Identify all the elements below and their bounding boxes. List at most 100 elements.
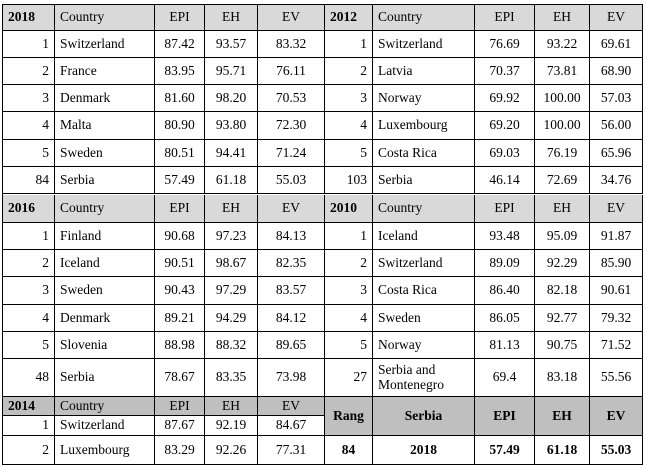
table-cell: 1 — [3, 31, 55, 58]
table-cell: Sweden — [55, 140, 155, 167]
table-cell: 82.18 — [535, 277, 590, 305]
table-cell: 90.75 — [535, 332, 590, 359]
table-cell: 87.67 — [155, 416, 205, 436]
table-cell: 71.52 — [590, 332, 643, 359]
table-cell: Switzerland — [55, 416, 155, 436]
table-cell: 83.18 — [535, 359, 590, 397]
table-cell: 83.32 — [258, 31, 325, 58]
table-cell: 68.90 — [590, 58, 643, 85]
table-cell: 98.67 — [205, 250, 258, 277]
table-cell: 81.13 — [475, 332, 535, 359]
table-cell: 76.11 — [258, 58, 325, 85]
table-cell: 103 — [325, 167, 373, 194]
table-cell: 3 — [325, 85, 373, 112]
table-cell: 57.49 — [475, 436, 535, 465]
table-cell: 2 — [325, 58, 373, 85]
table-cell: France — [55, 58, 155, 85]
table-cell: 48 — [3, 359, 55, 397]
table-cell: 73.81 — [535, 58, 590, 85]
table-cell: Serbia — [373, 397, 475, 436]
table-cell: EPI — [155, 195, 205, 223]
table-cell: Denmark — [55, 85, 155, 112]
table-cell: 92.26 — [205, 436, 258, 465]
table-cell: 77.31 — [258, 436, 325, 465]
table-cell: 98.20 — [205, 85, 258, 112]
table-cell: EV — [590, 5, 643, 31]
table-cell: 90.61 — [590, 277, 643, 305]
table-cell: 93.22 — [535, 31, 590, 58]
table-cell: 55.56 — [590, 359, 643, 397]
table-cell: 1 — [3, 223, 55, 250]
table-cell: 93.80 — [205, 112, 258, 140]
table-cell: Norway — [373, 332, 475, 359]
table-cell: 4 — [325, 112, 373, 140]
table-cell: 70.53 — [258, 85, 325, 112]
table-cell: 93.48 — [475, 223, 535, 250]
table-cell: Costa Rica — [373, 277, 475, 305]
table-cell: 87.42 — [155, 31, 205, 58]
table-cell: 71.24 — [258, 140, 325, 167]
table-cell: 92.19 — [205, 416, 258, 436]
table-cell: 69.92 — [475, 85, 535, 112]
table-cell: 34.76 — [590, 167, 643, 194]
table-cell: 2016 — [3, 195, 55, 223]
table-cell: 90.43 — [155, 277, 205, 305]
table-cell: 2 — [3, 250, 55, 277]
table-cell: 3 — [3, 85, 55, 112]
table-cell: 84.12 — [258, 305, 325, 332]
table-cell: EH — [535, 397, 590, 436]
table-cell: 88.32 — [205, 332, 258, 359]
table-cell: 69.20 — [475, 112, 535, 140]
table-cell: 65.96 — [590, 140, 643, 167]
table-cell: Iceland — [55, 250, 155, 277]
table-cell: 97.23 — [205, 223, 258, 250]
table-cell: Sweden — [55, 277, 155, 305]
table-cell: 85.90 — [590, 250, 643, 277]
table-cell: 76.69 — [475, 31, 535, 58]
table-cell: 56.00 — [590, 112, 643, 140]
table-cell: 95.09 — [535, 223, 590, 250]
table-cell: 84 — [3, 167, 55, 194]
table-cell: EPI — [155, 397, 205, 416]
table-cell: 1 — [3, 416, 55, 436]
table-cell: EPI — [475, 5, 535, 31]
table-cell: 97.29 — [205, 277, 258, 305]
table-cell: 86.40 — [475, 277, 535, 305]
table-cell: 82.35 — [258, 250, 325, 277]
table-cell: 2 — [325, 250, 373, 277]
table-cell: 55.03 — [258, 167, 325, 194]
table-cell: 2012 — [325, 5, 373, 31]
table-cell: 2018 — [3, 5, 55, 31]
table-cell: EPI — [475, 195, 535, 223]
table-cell: 69.4 — [475, 359, 535, 397]
table-cell: 83.95 — [155, 58, 205, 85]
table-cell: Switzerland — [373, 250, 475, 277]
table-cell: Costa Rica — [373, 140, 475, 167]
table-cell: 84.67 — [258, 416, 325, 436]
table-cell: Country — [373, 5, 475, 31]
table-cell: 72.30 — [258, 112, 325, 140]
table-cell: 3 — [325, 277, 373, 305]
table-cell: 55.03 — [590, 436, 643, 465]
table-cell: 94.29 — [205, 305, 258, 332]
table-cell: 61.18 — [535, 436, 590, 465]
table-cell: Sweden — [373, 305, 475, 332]
table-cell: Country — [373, 195, 475, 223]
table-cell: Switzerland — [373, 31, 475, 58]
table-cell: 4 — [3, 305, 55, 332]
table-cell: 90.68 — [155, 223, 205, 250]
table-cell: Serbia and Montenegro — [373, 359, 475, 397]
table-cell: 89.65 — [258, 332, 325, 359]
table-cell: 94.41 — [205, 140, 258, 167]
table-cell: 61.18 — [205, 167, 258, 194]
table-cell: Finland — [55, 223, 155, 250]
table-cell: Malta — [55, 112, 155, 140]
table-cell: 70.37 — [475, 58, 535, 85]
table-cell: EH — [535, 195, 590, 223]
table-cell: Country — [55, 195, 155, 223]
table-cell: 90.51 — [155, 250, 205, 277]
table-cell: Latvia — [373, 58, 475, 85]
table-cell: 84 — [325, 436, 373, 465]
table-cell: 84.13 — [258, 223, 325, 250]
